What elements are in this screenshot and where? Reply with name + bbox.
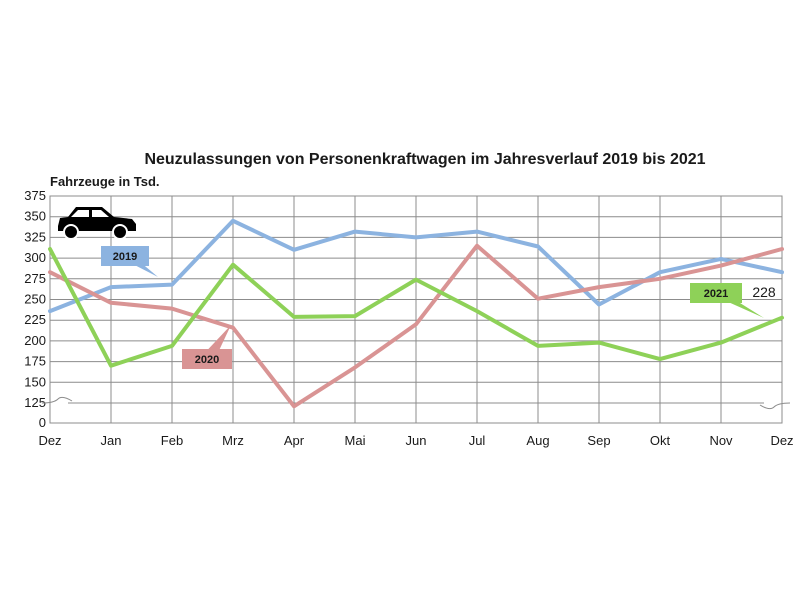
label-layer: 2019 2020 2021 228 xyxy=(101,246,776,369)
y-tick-label: 225 xyxy=(24,312,46,327)
series-label-box-2021 xyxy=(690,283,742,303)
series-label-box-2020 xyxy=(182,349,232,369)
x-tick-label: Aug xyxy=(526,433,549,448)
y-tick-label: 275 xyxy=(24,271,46,286)
y-tick-label: 250 xyxy=(24,292,46,307)
series-label-2020: 2020 xyxy=(195,354,219,366)
chart-title: Neuzulassungen von Personenkraftwagen im… xyxy=(144,151,705,168)
y-tick-label: 175 xyxy=(24,354,46,369)
y-tick-label: 150 xyxy=(24,374,46,389)
y-tick-label: 375 xyxy=(24,188,46,203)
y-tick-label: 0 xyxy=(39,415,46,430)
series-line-2020 xyxy=(48,243,784,409)
y-tick-label: 125 xyxy=(24,395,46,410)
x-tick-label: Dez xyxy=(770,433,793,448)
axis-break-left xyxy=(41,396,73,404)
x-tick-label: Jun xyxy=(406,433,427,448)
y-tick-label: 350 xyxy=(24,209,46,224)
x-tick-label: Mrz xyxy=(222,433,244,448)
x-tick-label: Jul xyxy=(469,433,486,448)
x-tick-label: Feb xyxy=(161,433,183,448)
series-label-box-2019 xyxy=(101,246,149,266)
series-line-2021 xyxy=(48,247,784,368)
car-icon xyxy=(58,207,136,240)
series-layer xyxy=(48,218,784,409)
annotation-value: 228 xyxy=(752,284,776,300)
axis-break-right xyxy=(759,402,791,410)
x-tick-label: Okt xyxy=(650,433,671,448)
y-tick-label: 300 xyxy=(24,250,46,265)
x-tick-label: Apr xyxy=(284,433,305,448)
y-tick-label: 200 xyxy=(24,333,46,348)
x-tick-label: Mai xyxy=(345,433,366,448)
series-label-2019: 2019 xyxy=(113,251,137,263)
x-tick-label: Dez xyxy=(38,433,61,448)
x-tick-label: Nov xyxy=(709,433,733,448)
y-tick-label: 325 xyxy=(24,229,46,244)
x-tick-label: Sep xyxy=(587,433,610,448)
grid: 0 125 150 175 200 225 250 275 300 325 350 375 Dez Jan… xyxy=(24,188,793,448)
x-tick-label: Jan xyxy=(101,433,122,448)
y-axis-unit-label: Fahrzeuge in Tsd. xyxy=(50,174,160,189)
series-label-2021: 2021 xyxy=(704,288,728,300)
series-line-2019 xyxy=(48,218,784,314)
